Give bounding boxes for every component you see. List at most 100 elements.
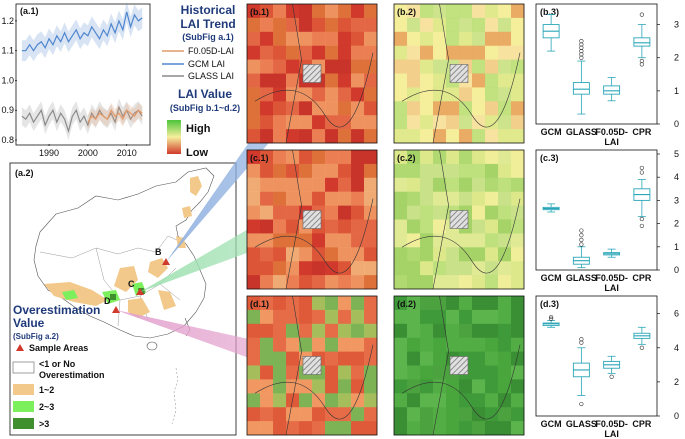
- map-cell: [472, 407, 486, 422]
- map-cell: [273, 59, 287, 74]
- map-cell: [511, 59, 525, 74]
- map-cell: [247, 247, 261, 262]
- map-cell: [459, 129, 473, 144]
- map-cell: [364, 45, 378, 60]
- map-cell: [364, 351, 378, 366]
- map-cell: [394, 45, 408, 60]
- map-cell: [498, 101, 512, 116]
- map-cell: [485, 129, 499, 144]
- map-cell: [299, 31, 313, 46]
- map-cell: [446, 379, 460, 394]
- map-cell: [338, 275, 352, 290]
- map-cell: [472, 337, 486, 352]
- map-cell: [364, 421, 378, 436]
- map-cell: [394, 309, 408, 325]
- panel-label-d1: (d.1): [250, 299, 269, 309]
- map-cell: [286, 17, 300, 33]
- a1-ytick-label: 0.9: [1, 105, 14, 115]
- map-cell: [338, 247, 352, 262]
- map-cell: [260, 101, 274, 116]
- map-cell: [459, 337, 473, 352]
- sample-area-hatch: [449, 210, 469, 229]
- map-cell: [420, 115, 434, 130]
- box-ytick-label: 1: [674, 86, 679, 96]
- map-cell: [459, 150, 473, 165]
- map-cell: [312, 150, 326, 165]
- map-cell: [299, 323, 313, 338]
- map-cell: [325, 421, 339, 436]
- map-cell: [511, 191, 525, 206]
- map-cell: [459, 393, 473, 408]
- map-cell: [394, 87, 408, 102]
- map-cell: [364, 191, 378, 206]
- map-cell: [407, 4, 421, 19]
- map-cell: [338, 219, 352, 234]
- map-cell: [446, 407, 460, 422]
- map-cell: [364, 233, 378, 248]
- map-cell: [472, 4, 486, 19]
- map-cell: [394, 163, 408, 179]
- map-cell: [485, 379, 499, 394]
- over-legend-item-3: 2~3: [39, 402, 54, 412]
- map-cell: [420, 323, 434, 338]
- map-cell: [260, 115, 274, 130]
- map-cell: [511, 296, 525, 311]
- map-cell: [511, 337, 525, 352]
- map-cell: [485, 31, 499, 46]
- map-cell: [511, 421, 525, 436]
- box-outlier: [579, 401, 584, 407]
- map-cell: [351, 421, 365, 436]
- sample-marker-d: [112, 306, 120, 313]
- box-outlier: [579, 39, 584, 44]
- map-cell: [260, 309, 274, 325]
- map-cell: [498, 351, 512, 366]
- map-cell: [394, 393, 408, 408]
- map-cell: [338, 296, 352, 311]
- map-cell: [338, 17, 352, 33]
- map-cell: [420, 337, 434, 352]
- over-legend-title-1: Overestimation: [13, 303, 100, 317]
- map-cell: [364, 323, 378, 338]
- map-cell: [420, 407, 434, 422]
- map-cell: [407, 129, 421, 144]
- over-legend-item-4: >3: [39, 419, 49, 429]
- map-tile-frame: [246, 149, 378, 290]
- map-cell: [433, 191, 447, 206]
- box-category-label: F0.05D-LAI: [595, 273, 628, 293]
- map-cell: [498, 177, 512, 192]
- map-cell: [364, 275, 378, 290]
- map-cell: [407, 115, 421, 130]
- map-cell: [364, 365, 378, 380]
- map-cell: [485, 150, 499, 165]
- map-cell: [394, 275, 408, 290]
- map-cell: [498, 337, 512, 352]
- map-cell: [247, 393, 261, 408]
- map-cell: [325, 191, 339, 206]
- map-cell: [325, 59, 339, 74]
- panel-label-c3: (c.3): [540, 153, 559, 163]
- map-cell: [420, 351, 434, 366]
- map-cell: [394, 351, 408, 366]
- map-cell: [511, 87, 525, 102]
- map-cell: [511, 150, 525, 165]
- map-cell: [364, 163, 378, 179]
- map-cell: [472, 73, 486, 88]
- map-cell: [325, 379, 339, 394]
- map-cell: [286, 73, 300, 88]
- map-cell: [286, 379, 300, 394]
- box-frame-b3: [535, 3, 658, 125]
- map-cell: [459, 275, 473, 290]
- map-cell: [446, 87, 460, 102]
- box-outlier: [639, 223, 644, 229]
- map-cell: [312, 337, 326, 352]
- map-boundary: [254, 344, 374, 420]
- map-cell: [260, 163, 274, 179]
- map-cell: [338, 379, 352, 394]
- map-cell: [472, 177, 486, 192]
- map-cell: [394, 337, 408, 352]
- sample-area-hatch: [449, 356, 469, 375]
- box-iqr: [603, 85, 621, 95]
- map-boundary: [254, 198, 374, 274]
- map-cell: [407, 275, 421, 290]
